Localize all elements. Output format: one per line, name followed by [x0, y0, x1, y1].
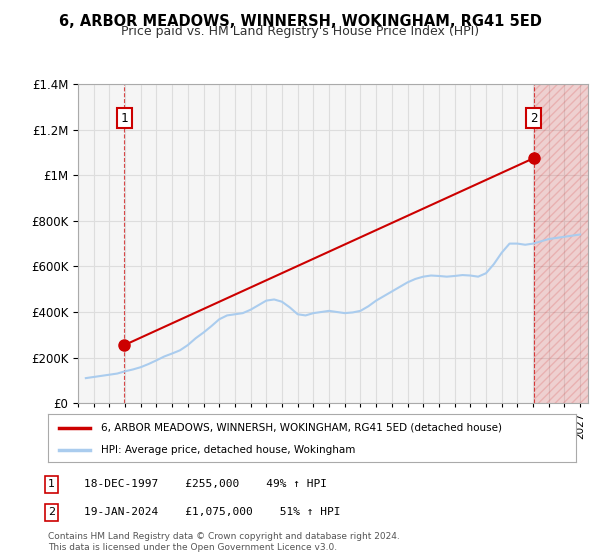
- Text: 1: 1: [121, 111, 128, 125]
- Text: 19-JAN-2024    £1,075,000    51% ↑ HPI: 19-JAN-2024 £1,075,000 51% ↑ HPI: [84, 507, 341, 517]
- Text: 2: 2: [530, 111, 538, 125]
- Bar: [534, 84, 588, 403]
- Text: 2: 2: [48, 507, 55, 517]
- Text: HPI: Average price, detached house, Wokingham: HPI: Average price, detached house, Woki…: [101, 445, 355, 455]
- Text: 1: 1: [48, 479, 55, 489]
- Text: Contains HM Land Registry data © Crown copyright and database right 2024.
This d: Contains HM Land Registry data © Crown c…: [48, 532, 400, 552]
- Text: 18-DEC-1997    £255,000    49% ↑ HPI: 18-DEC-1997 £255,000 49% ↑ HPI: [84, 479, 327, 489]
- Text: 6, ARBOR MEADOWS, WINNERSH, WOKINGHAM, RG41 5ED: 6, ARBOR MEADOWS, WINNERSH, WOKINGHAM, R…: [59, 14, 541, 29]
- Text: Price paid vs. HM Land Registry's House Price Index (HPI): Price paid vs. HM Land Registry's House …: [121, 25, 479, 38]
- Text: 6, ARBOR MEADOWS, WINNERSH, WOKINGHAM, RG41 5ED (detached house): 6, ARBOR MEADOWS, WINNERSH, WOKINGHAM, R…: [101, 423, 502, 433]
